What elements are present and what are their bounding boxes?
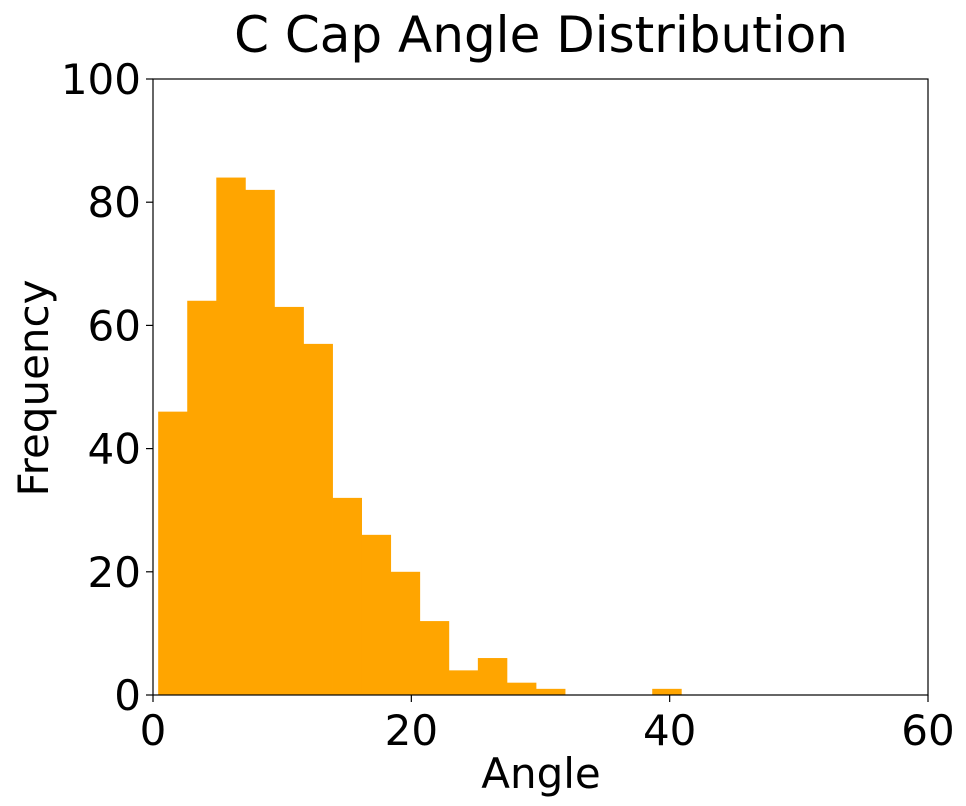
histogram-bar — [303, 343, 333, 695]
histogram-bar — [477, 658, 508, 695]
y-tick-label: 60 — [88, 301, 141, 350]
y-tick-label: 20 — [88, 548, 141, 597]
y-tick-label: 40 — [88, 425, 141, 474]
histogram-bar — [535, 688, 566, 695]
x-tick-label: 0 — [140, 706, 167, 755]
y-tick-label: 100 — [61, 55, 141, 104]
histogram-bar — [419, 621, 450, 695]
histogram-bar — [332, 497, 362, 695]
x-tick-label: 40 — [643, 706, 696, 755]
histogram-bar — [652, 688, 682, 695]
histogram-bar — [274, 306, 304, 695]
x-axis: 0 20 40 60 — [140, 695, 955, 755]
plot-frame — [152, 78, 929, 696]
histogram-bar — [216, 177, 246, 695]
histogram-bar — [245, 189, 275, 695]
y-axis: 0 20 40 60 80 100 — [61, 55, 153, 720]
y-axis-label: Frequency — [9, 280, 58, 497]
y-tick-label: 80 — [88, 178, 141, 227]
histogram-bar — [158, 411, 188, 695]
histogram-bar — [361, 534, 392, 695]
chart-title: C Cap Angle Distribution — [234, 6, 848, 64]
x-tick-label: 20 — [385, 706, 438, 755]
histogram-bar — [448, 670, 479, 695]
histogram-bar — [390, 571, 421, 695]
x-tick-label: 60 — [901, 706, 954, 755]
bars-group — [158, 177, 682, 695]
histogram-bar — [506, 682, 537, 695]
y-tick-label: 0 — [114, 671, 141, 720]
histogram-bar — [187, 300, 217, 695]
x-axis-label: Angle — [481, 749, 601, 798]
